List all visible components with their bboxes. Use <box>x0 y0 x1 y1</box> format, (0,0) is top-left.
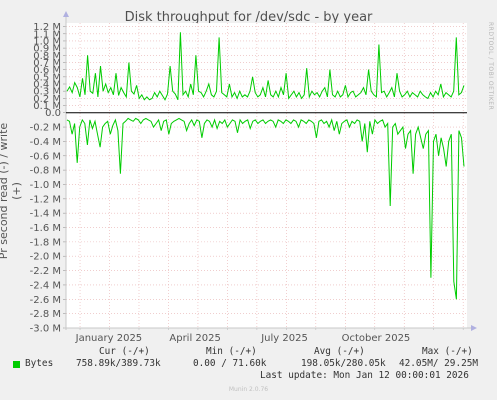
legend-value-min: 0.00 / 71.60k <box>193 358 267 369</box>
y-tick-label: -2.0 M <box>30 252 61 263</box>
y-tick-label: -1.8 M <box>30 237 61 248</box>
y-tick-label: 0.4 M <box>33 80 61 91</box>
y-tick-label: 0.6 M <box>33 65 61 76</box>
legend-swatch <box>13 361 20 368</box>
legend-header-max: Max (-/+) <box>422 346 473 357</box>
last-update: Last update: Mon Jan 12 00:00:01 2026 <box>260 370 469 381</box>
y-tick-label: -3.0 M <box>30 324 61 335</box>
y-tick-label: -2.6 M <box>30 295 61 306</box>
y-tick-label: 0.1 M <box>33 101 61 112</box>
y-tick-label: 0.8 M <box>33 51 61 62</box>
legend-header-cur: Cur (-/+) <box>99 346 150 357</box>
legend-value-cur: 758.89k/389.73k <box>76 358 161 369</box>
y-axis-arrow <box>63 11 69 17</box>
y-tick-label: -2.2 M <box>30 266 61 277</box>
y-tick-label: 0.5 M <box>33 72 61 83</box>
x-tick-label: January 2025 <box>75 333 143 344</box>
y-tick-label: -0.6 M <box>30 151 61 162</box>
y-tick-label: -0.4 M <box>30 137 61 148</box>
munin-version: Munin 2.0.76 <box>228 386 269 393</box>
y-tick-label: -0.2 M <box>30 123 61 134</box>
y-tick-label: -2.8 M <box>30 309 61 320</box>
x-tick-label: April 2025 <box>169 333 220 344</box>
y-tick-label: 0.3 M <box>33 87 61 98</box>
x-tick-label: July 2025 <box>260 333 308 344</box>
rrdtool-credit: RRDTOOL / TOBI OETIKER <box>487 22 494 111</box>
x-tick-label: October 2025 <box>342 333 411 344</box>
y-tick-label: -0.8 M <box>30 166 61 177</box>
y-tick-label: 0.0 <box>45 108 61 119</box>
y-tick-label: -2.4 M <box>30 280 61 291</box>
y-tick-label: -1.6 M <box>30 223 61 234</box>
y-tick-label: 0.2 M <box>33 94 61 105</box>
y-tick-label: -1.4 M <box>30 209 61 220</box>
y-tick-label: -1.0 M <box>30 180 61 191</box>
plot-area <box>66 23 467 328</box>
x-axis-arrow <box>471 325 477 331</box>
legend-value-max: 42.05M/ 29.25M <box>399 358 479 369</box>
series-line-write <box>66 32 465 101</box>
chart-title: Disk throughput for /dev/sdc - by year <box>124 10 373 25</box>
y-tick-label: 0.9 M <box>33 44 61 55</box>
legend-header-min: Min (-/+) <box>206 346 257 357</box>
series-line-read <box>66 117 465 300</box>
y-tick-label: 1.2 M <box>33 22 61 33</box>
y-tick-label: 1.1 M <box>33 29 61 40</box>
legend-value-avg: 198.05k/280.05k <box>301 358 386 369</box>
legend-series-name: Bytes <box>25 358 54 369</box>
y-tick-label: 1.0 M <box>33 36 61 47</box>
legend: Cur (-/+) Min (-/+) Avg (-/+) Max (-/+) … <box>13 346 493 386</box>
y-tick-label: 0.7 M <box>33 58 61 69</box>
y-tick-label: -1.2 M <box>30 194 61 205</box>
legend-header-avg: Avg (-/+) <box>314 346 365 357</box>
